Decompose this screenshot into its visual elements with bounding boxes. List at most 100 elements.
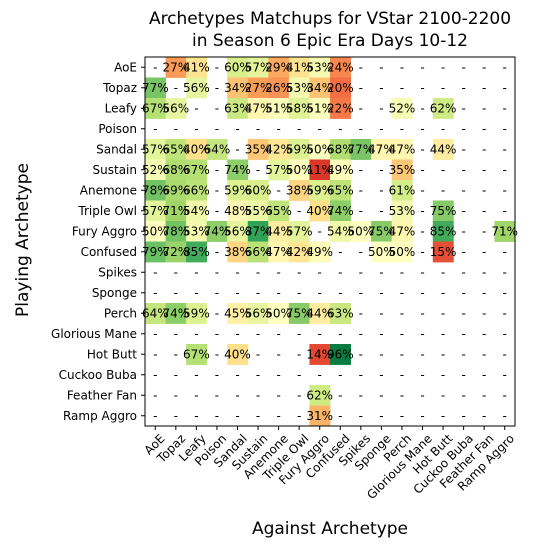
cell-value-label: - xyxy=(441,286,445,300)
heatmap-cell xyxy=(186,221,208,242)
cell-value-label: 65% xyxy=(327,183,354,197)
cell-value-label: - xyxy=(359,347,363,361)
cell-value-label: - xyxy=(359,183,363,197)
cell-value-label: 51% xyxy=(306,101,333,115)
cell-value-label: 56% xyxy=(183,81,210,95)
cell-value-label: - xyxy=(359,122,363,136)
heatmap-cell xyxy=(288,221,310,242)
cell-value-label: 56% xyxy=(245,306,272,320)
cell-value-label: - xyxy=(359,327,363,341)
cell-value-label: - xyxy=(441,81,445,95)
cell-value-label: - xyxy=(194,388,198,402)
y-tick-label: AoE xyxy=(114,60,137,74)
heatmap-cell xyxy=(145,180,166,201)
cell-value-label: 68% xyxy=(327,142,354,156)
cell-value-label: - xyxy=(297,409,301,423)
cell-value-label: - xyxy=(215,265,219,279)
cell-value-label: - xyxy=(400,122,404,136)
cell-value-label: - xyxy=(461,388,465,402)
cell-value-label: 22% xyxy=(327,101,354,115)
cell-value-label: - xyxy=(276,122,280,136)
cell-value-label: - xyxy=(338,368,342,382)
cell-value-label: 85% xyxy=(183,245,210,259)
cell-value-label: - xyxy=(461,306,465,320)
y-tick-label: Leafy xyxy=(105,101,137,115)
cell-value-label: - xyxy=(503,306,507,320)
heatmap-cell xyxy=(391,159,413,181)
cell-value-label: 35% xyxy=(245,142,272,156)
cell-value-label: 54% xyxy=(327,224,354,238)
y-tick-label: Sandal xyxy=(96,142,137,156)
cell-value-label: - xyxy=(400,265,404,279)
cell-value-label: - xyxy=(379,306,383,320)
cell-value-label: - xyxy=(400,306,404,320)
heatmap-cell xyxy=(432,241,454,263)
cell-value-label: 74% xyxy=(224,163,251,177)
cell-value-label: - xyxy=(503,142,507,156)
cell-value-label: - xyxy=(482,368,486,382)
y-tick-label: Cuckoo Buba xyxy=(59,368,137,382)
heatmap-cell xyxy=(391,221,413,242)
cell-value-label: - xyxy=(482,224,486,238)
cell-value-label: 50% xyxy=(286,163,313,177)
cell-value-label: - xyxy=(400,368,404,382)
cell-value-label: 63% xyxy=(224,101,251,115)
cell-value-label: 75% xyxy=(368,224,395,238)
cell-value-label: - xyxy=(503,388,507,402)
heatmap-cell xyxy=(268,200,290,222)
cell-value-label: 26% xyxy=(265,81,292,95)
cell-value-label: - xyxy=(235,368,239,382)
cell-value-label: - xyxy=(235,327,239,341)
y-tick-label: Topaz xyxy=(102,81,137,95)
cell-value-label: - xyxy=(318,224,322,238)
cell-value-label: - xyxy=(420,163,424,177)
cell-value-label: - xyxy=(461,101,465,115)
cell-value-label: - xyxy=(482,101,486,115)
cell-value-label: - xyxy=(400,347,404,361)
heatmap-cell xyxy=(227,77,249,99)
cell-value-label: - xyxy=(153,327,157,341)
heatmap-cell xyxy=(186,159,208,181)
cell-value-label: - xyxy=(482,327,486,341)
cell-value-label: - xyxy=(276,368,280,382)
heatmap-cell xyxy=(145,139,166,160)
heatmap-cell xyxy=(165,221,187,242)
cell-value-label: - xyxy=(379,101,383,115)
cell-value-label: - xyxy=(359,409,363,423)
cell-value-label: - xyxy=(441,388,445,402)
cell-value-label: 50% xyxy=(142,224,169,238)
heatmap-cell xyxy=(227,57,249,78)
cell-value-label: 50% xyxy=(389,245,416,259)
heatmap-cell xyxy=(288,57,310,78)
cell-value-label: 53% xyxy=(306,60,333,74)
y-tick-label: Fury Aggro xyxy=(72,224,137,238)
heatmap-cell xyxy=(309,385,331,406)
cell-value-label: 47% xyxy=(389,224,416,238)
heatmap-cell xyxy=(288,159,310,181)
cell-value-label: - xyxy=(338,122,342,136)
cell-value-label: - xyxy=(153,122,157,136)
cell-value-label: 64% xyxy=(142,306,169,320)
cell-value-label: 64% xyxy=(204,142,231,156)
cell-value-label: - xyxy=(215,347,219,361)
cell-value-label: - xyxy=(297,347,301,361)
cell-value-label: - xyxy=(215,388,219,402)
cell-value-label: - xyxy=(297,122,301,136)
cell-value-label: 60% xyxy=(224,60,251,74)
cell-value-label: 66% xyxy=(183,183,210,197)
cell-value-label: - xyxy=(379,286,383,300)
heatmap-cell xyxy=(432,98,454,119)
cell-value-label: 52% xyxy=(389,101,416,115)
cell-value-label: - xyxy=(318,265,322,279)
cell-value-label: - xyxy=(441,163,445,177)
heatmap-cell xyxy=(145,159,166,181)
cell-value-label: 58% xyxy=(286,101,313,115)
cell-value-label: - xyxy=(461,81,465,95)
heatmap-cell xyxy=(186,200,208,222)
heatmap-cell xyxy=(391,180,413,201)
cell-value-label: - xyxy=(338,265,342,279)
cell-value-label: - xyxy=(338,388,342,402)
cell-value-label: - xyxy=(420,81,424,95)
y-tick-labels: AoE Topaz Leafy Poison Sandal Sustain Anemone T… xyxy=(51,60,145,423)
